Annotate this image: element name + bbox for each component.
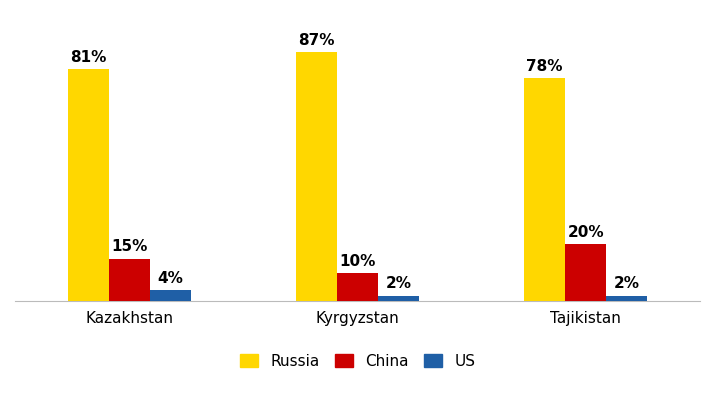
Bar: [296, 52, 337, 301]
Bar: [378, 296, 419, 301]
Bar: [149, 290, 191, 301]
Bar: [524, 78, 566, 301]
Bar: [566, 244, 606, 301]
Bar: [67, 70, 109, 301]
Text: 2%: 2%: [614, 276, 640, 291]
Text: 20%: 20%: [568, 225, 604, 240]
Text: 2%: 2%: [385, 276, 412, 291]
Bar: [337, 273, 378, 301]
Text: 81%: 81%: [70, 50, 107, 65]
Text: 87%: 87%: [298, 33, 335, 48]
Text: 4%: 4%: [157, 271, 183, 286]
Bar: [606, 296, 648, 301]
Text: 78%: 78%: [526, 59, 563, 74]
Text: 15%: 15%: [111, 239, 147, 254]
Text: 10%: 10%: [340, 254, 375, 269]
Bar: [109, 259, 149, 301]
Legend: Russia, China, US: Russia, China, US: [232, 347, 483, 377]
